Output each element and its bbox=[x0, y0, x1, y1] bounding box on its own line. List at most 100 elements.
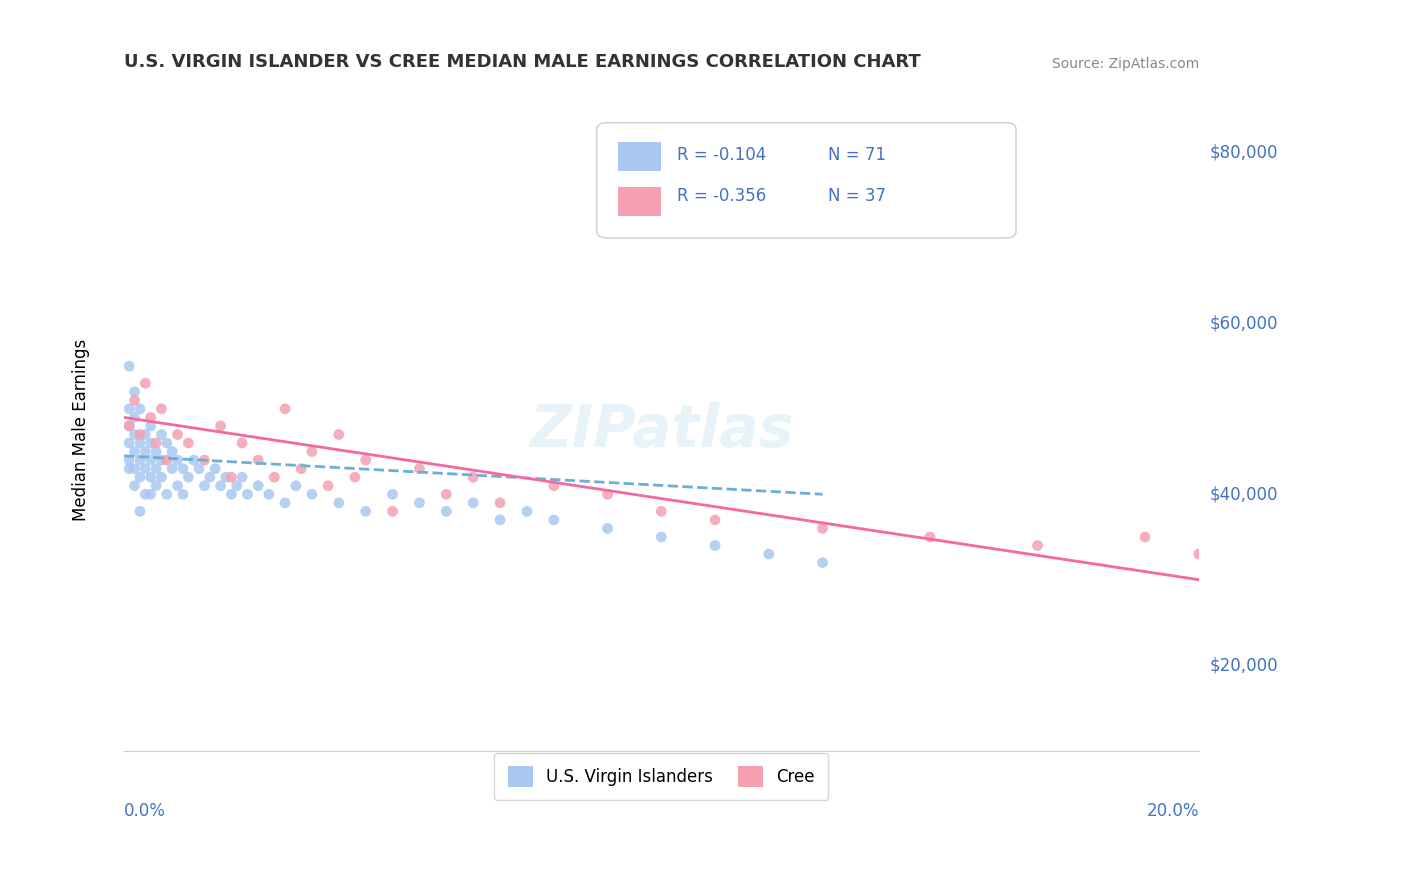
Point bbox=[225, 479, 247, 493]
Point bbox=[596, 521, 619, 535]
Point bbox=[204, 461, 226, 475]
Point bbox=[543, 513, 565, 527]
Point bbox=[758, 547, 780, 561]
Point bbox=[145, 479, 167, 493]
Point bbox=[124, 393, 146, 408]
Point bbox=[301, 487, 323, 501]
Point bbox=[145, 436, 167, 450]
Point bbox=[129, 453, 152, 467]
Point bbox=[134, 376, 156, 391]
Point bbox=[381, 504, 404, 518]
Text: U.S. VIRGIN ISLANDER VS CREE MEDIAN MALE EARNINGS CORRELATION CHART: U.S. VIRGIN ISLANDER VS CREE MEDIAN MALE… bbox=[124, 54, 921, 71]
Point bbox=[139, 470, 162, 484]
Point bbox=[209, 419, 232, 434]
Point bbox=[381, 487, 404, 501]
Point bbox=[118, 419, 141, 434]
Point bbox=[150, 401, 173, 416]
Point bbox=[221, 487, 243, 501]
Point bbox=[316, 479, 339, 493]
Point bbox=[124, 479, 146, 493]
Point bbox=[918, 530, 941, 544]
Point bbox=[177, 470, 200, 484]
Text: N = 37: N = 37 bbox=[828, 187, 886, 205]
Point bbox=[463, 496, 485, 510]
Point bbox=[704, 539, 727, 553]
Text: R = -0.104: R = -0.104 bbox=[678, 145, 766, 164]
Point bbox=[172, 461, 194, 475]
Point bbox=[134, 427, 156, 442]
Point bbox=[704, 513, 727, 527]
Point bbox=[156, 453, 179, 467]
Point bbox=[811, 521, 834, 535]
Point bbox=[1026, 539, 1049, 553]
Legend: U.S. Virgin Islanders, Cree: U.S. Virgin Islanders, Cree bbox=[495, 753, 828, 800]
Point bbox=[247, 479, 270, 493]
Point bbox=[193, 479, 215, 493]
Text: Source: ZipAtlas.com: Source: ZipAtlas.com bbox=[1052, 57, 1199, 71]
Point bbox=[177, 436, 200, 450]
Point bbox=[129, 470, 152, 484]
FancyBboxPatch shape bbox=[619, 142, 661, 170]
FancyBboxPatch shape bbox=[596, 123, 1017, 238]
Text: 20.0%: 20.0% bbox=[1146, 802, 1199, 820]
Point bbox=[134, 487, 156, 501]
Point bbox=[198, 470, 221, 484]
Point bbox=[231, 470, 253, 484]
Point bbox=[1133, 530, 1156, 544]
Point bbox=[1188, 547, 1211, 561]
Point bbox=[124, 444, 146, 458]
Point bbox=[139, 487, 162, 501]
Point bbox=[118, 436, 141, 450]
Point bbox=[274, 401, 297, 416]
Point bbox=[343, 470, 366, 484]
Point bbox=[118, 359, 141, 373]
Point bbox=[118, 453, 141, 467]
Text: $60,000: $60,000 bbox=[1211, 315, 1278, 333]
Point bbox=[209, 479, 232, 493]
Point bbox=[489, 513, 512, 527]
Point bbox=[118, 401, 141, 416]
Point bbox=[188, 461, 211, 475]
Point bbox=[221, 470, 243, 484]
Point bbox=[463, 470, 485, 484]
Point bbox=[811, 556, 834, 570]
Point bbox=[408, 496, 430, 510]
Point bbox=[150, 453, 173, 467]
Point bbox=[516, 504, 538, 518]
Text: ZIPatlas: ZIPatlas bbox=[529, 401, 793, 458]
Text: R = -0.356: R = -0.356 bbox=[678, 187, 766, 205]
Point bbox=[434, 504, 457, 518]
Point bbox=[247, 453, 270, 467]
Point bbox=[156, 487, 179, 501]
Point bbox=[354, 504, 377, 518]
Point bbox=[290, 461, 312, 475]
Point bbox=[328, 427, 350, 442]
Point bbox=[166, 479, 188, 493]
Point bbox=[274, 496, 297, 510]
Text: $40,000: $40,000 bbox=[1211, 485, 1278, 503]
Point bbox=[650, 530, 672, 544]
Point bbox=[134, 444, 156, 458]
Point bbox=[129, 401, 152, 416]
Point bbox=[145, 444, 167, 458]
Point bbox=[139, 410, 162, 425]
FancyBboxPatch shape bbox=[619, 186, 661, 216]
Point bbox=[434, 487, 457, 501]
Point bbox=[543, 479, 565, 493]
Point bbox=[166, 427, 188, 442]
Point bbox=[124, 384, 146, 399]
Point bbox=[183, 453, 205, 467]
Point bbox=[124, 410, 146, 425]
Point bbox=[124, 461, 146, 475]
Point bbox=[118, 419, 141, 434]
Text: Median Male Earnings: Median Male Earnings bbox=[72, 339, 90, 521]
Point bbox=[231, 436, 253, 450]
Point bbox=[139, 419, 162, 434]
Point bbox=[160, 461, 183, 475]
Point bbox=[650, 504, 672, 518]
Point bbox=[139, 436, 162, 450]
Point bbox=[129, 504, 152, 518]
Point bbox=[124, 427, 146, 442]
Point bbox=[172, 487, 194, 501]
Point bbox=[301, 444, 323, 458]
